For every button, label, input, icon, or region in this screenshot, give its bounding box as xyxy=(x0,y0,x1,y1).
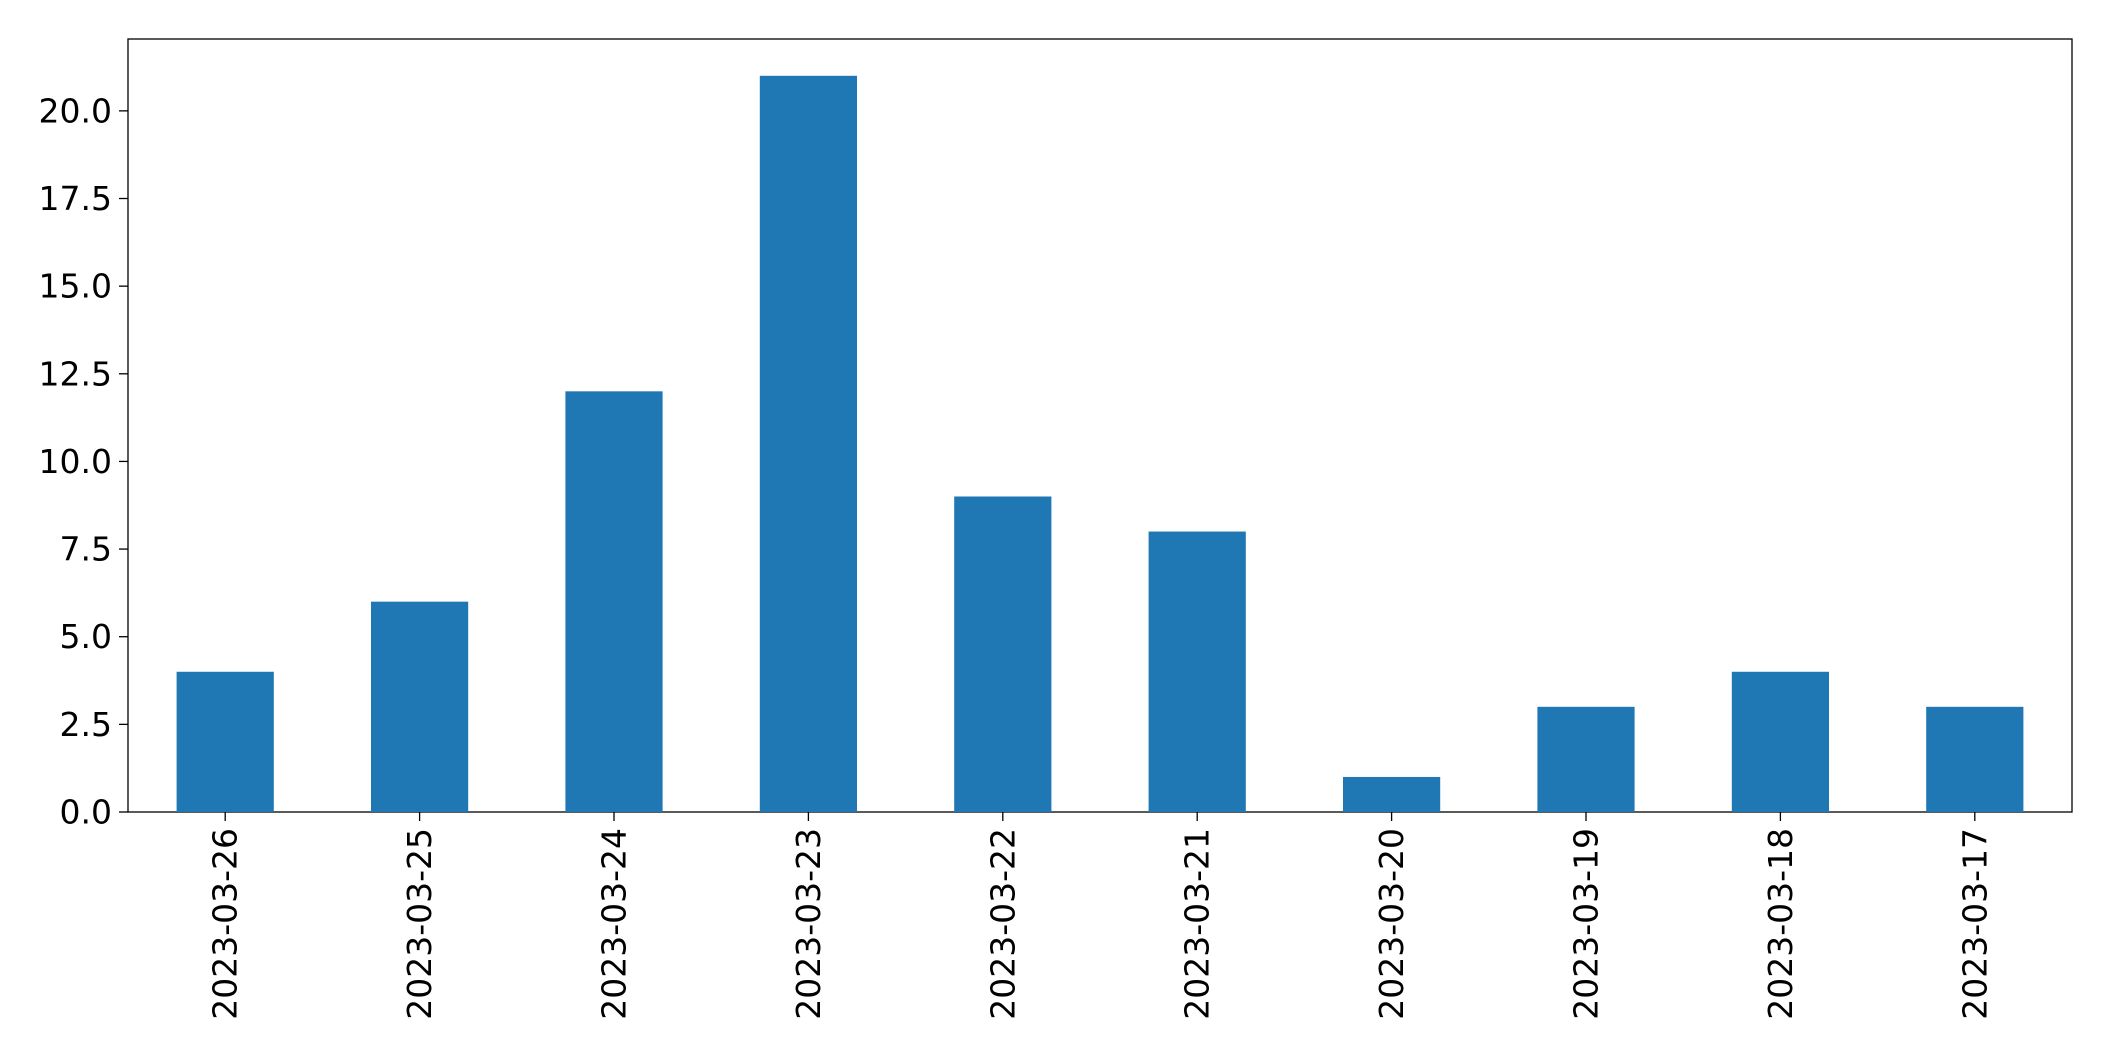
y-tick-label: 15.0 xyxy=(39,267,112,306)
x-axis: 2023-03-26 2023-03-25 2023-03-24 2023-03-23… xyxy=(206,812,1994,1020)
bar-2023-03-23 xyxy=(759,75,857,813)
x-tick-label: 2023-03-21 xyxy=(1178,828,1217,1020)
y-tick-label: 17.5 xyxy=(39,179,112,218)
bar-2023-03-21 xyxy=(1148,531,1246,812)
x-tick-label: 2023-03-22 xyxy=(983,828,1022,1020)
y-tick-label: 0.0 xyxy=(60,793,112,832)
bar-2023-03-25 xyxy=(371,601,469,812)
bar-2023-03-19 xyxy=(1537,706,1635,812)
y-tick-label: 7.5 xyxy=(60,530,112,569)
x-tick-label: 2023-03-18 xyxy=(1761,828,1800,1020)
bars-group xyxy=(176,75,2024,813)
bar-2023-03-17 xyxy=(1926,706,2024,812)
bar-2023-03-26 xyxy=(176,671,274,812)
x-tick-label: 2023-03-19 xyxy=(1567,828,1606,1020)
y-tick-label: 20.0 xyxy=(39,91,112,130)
x-tick-label: 2023-03-26 xyxy=(206,828,245,1020)
x-tick-label: 2023-03-23 xyxy=(789,828,828,1020)
bar-2023-03-22 xyxy=(954,496,1052,812)
y-tick-label: 10.0 xyxy=(39,442,112,481)
bar-2023-03-18 xyxy=(1731,671,1829,812)
plot-frame xyxy=(127,38,2073,813)
y-tick-label: 5.0 xyxy=(60,617,112,656)
bar-2023-03-24 xyxy=(565,391,663,812)
x-tick-label: 2023-03-25 xyxy=(400,828,439,1020)
y-tick-label: 12.5 xyxy=(39,354,112,393)
y-axis: 0.0 2.5 5.0 7.5 10.0 12.5 15.0 17.5 20.0 xyxy=(39,91,128,832)
x-tick-label: 2023-03-24 xyxy=(595,828,634,1020)
bar-2023-03-20 xyxy=(1343,776,1441,812)
plot-area xyxy=(127,38,2073,813)
x-tick-label: 2023-03-17 xyxy=(1955,828,1994,1020)
x-tick-label: 2023-03-20 xyxy=(1372,828,1411,1020)
y-tick-label: 2.5 xyxy=(60,705,112,744)
